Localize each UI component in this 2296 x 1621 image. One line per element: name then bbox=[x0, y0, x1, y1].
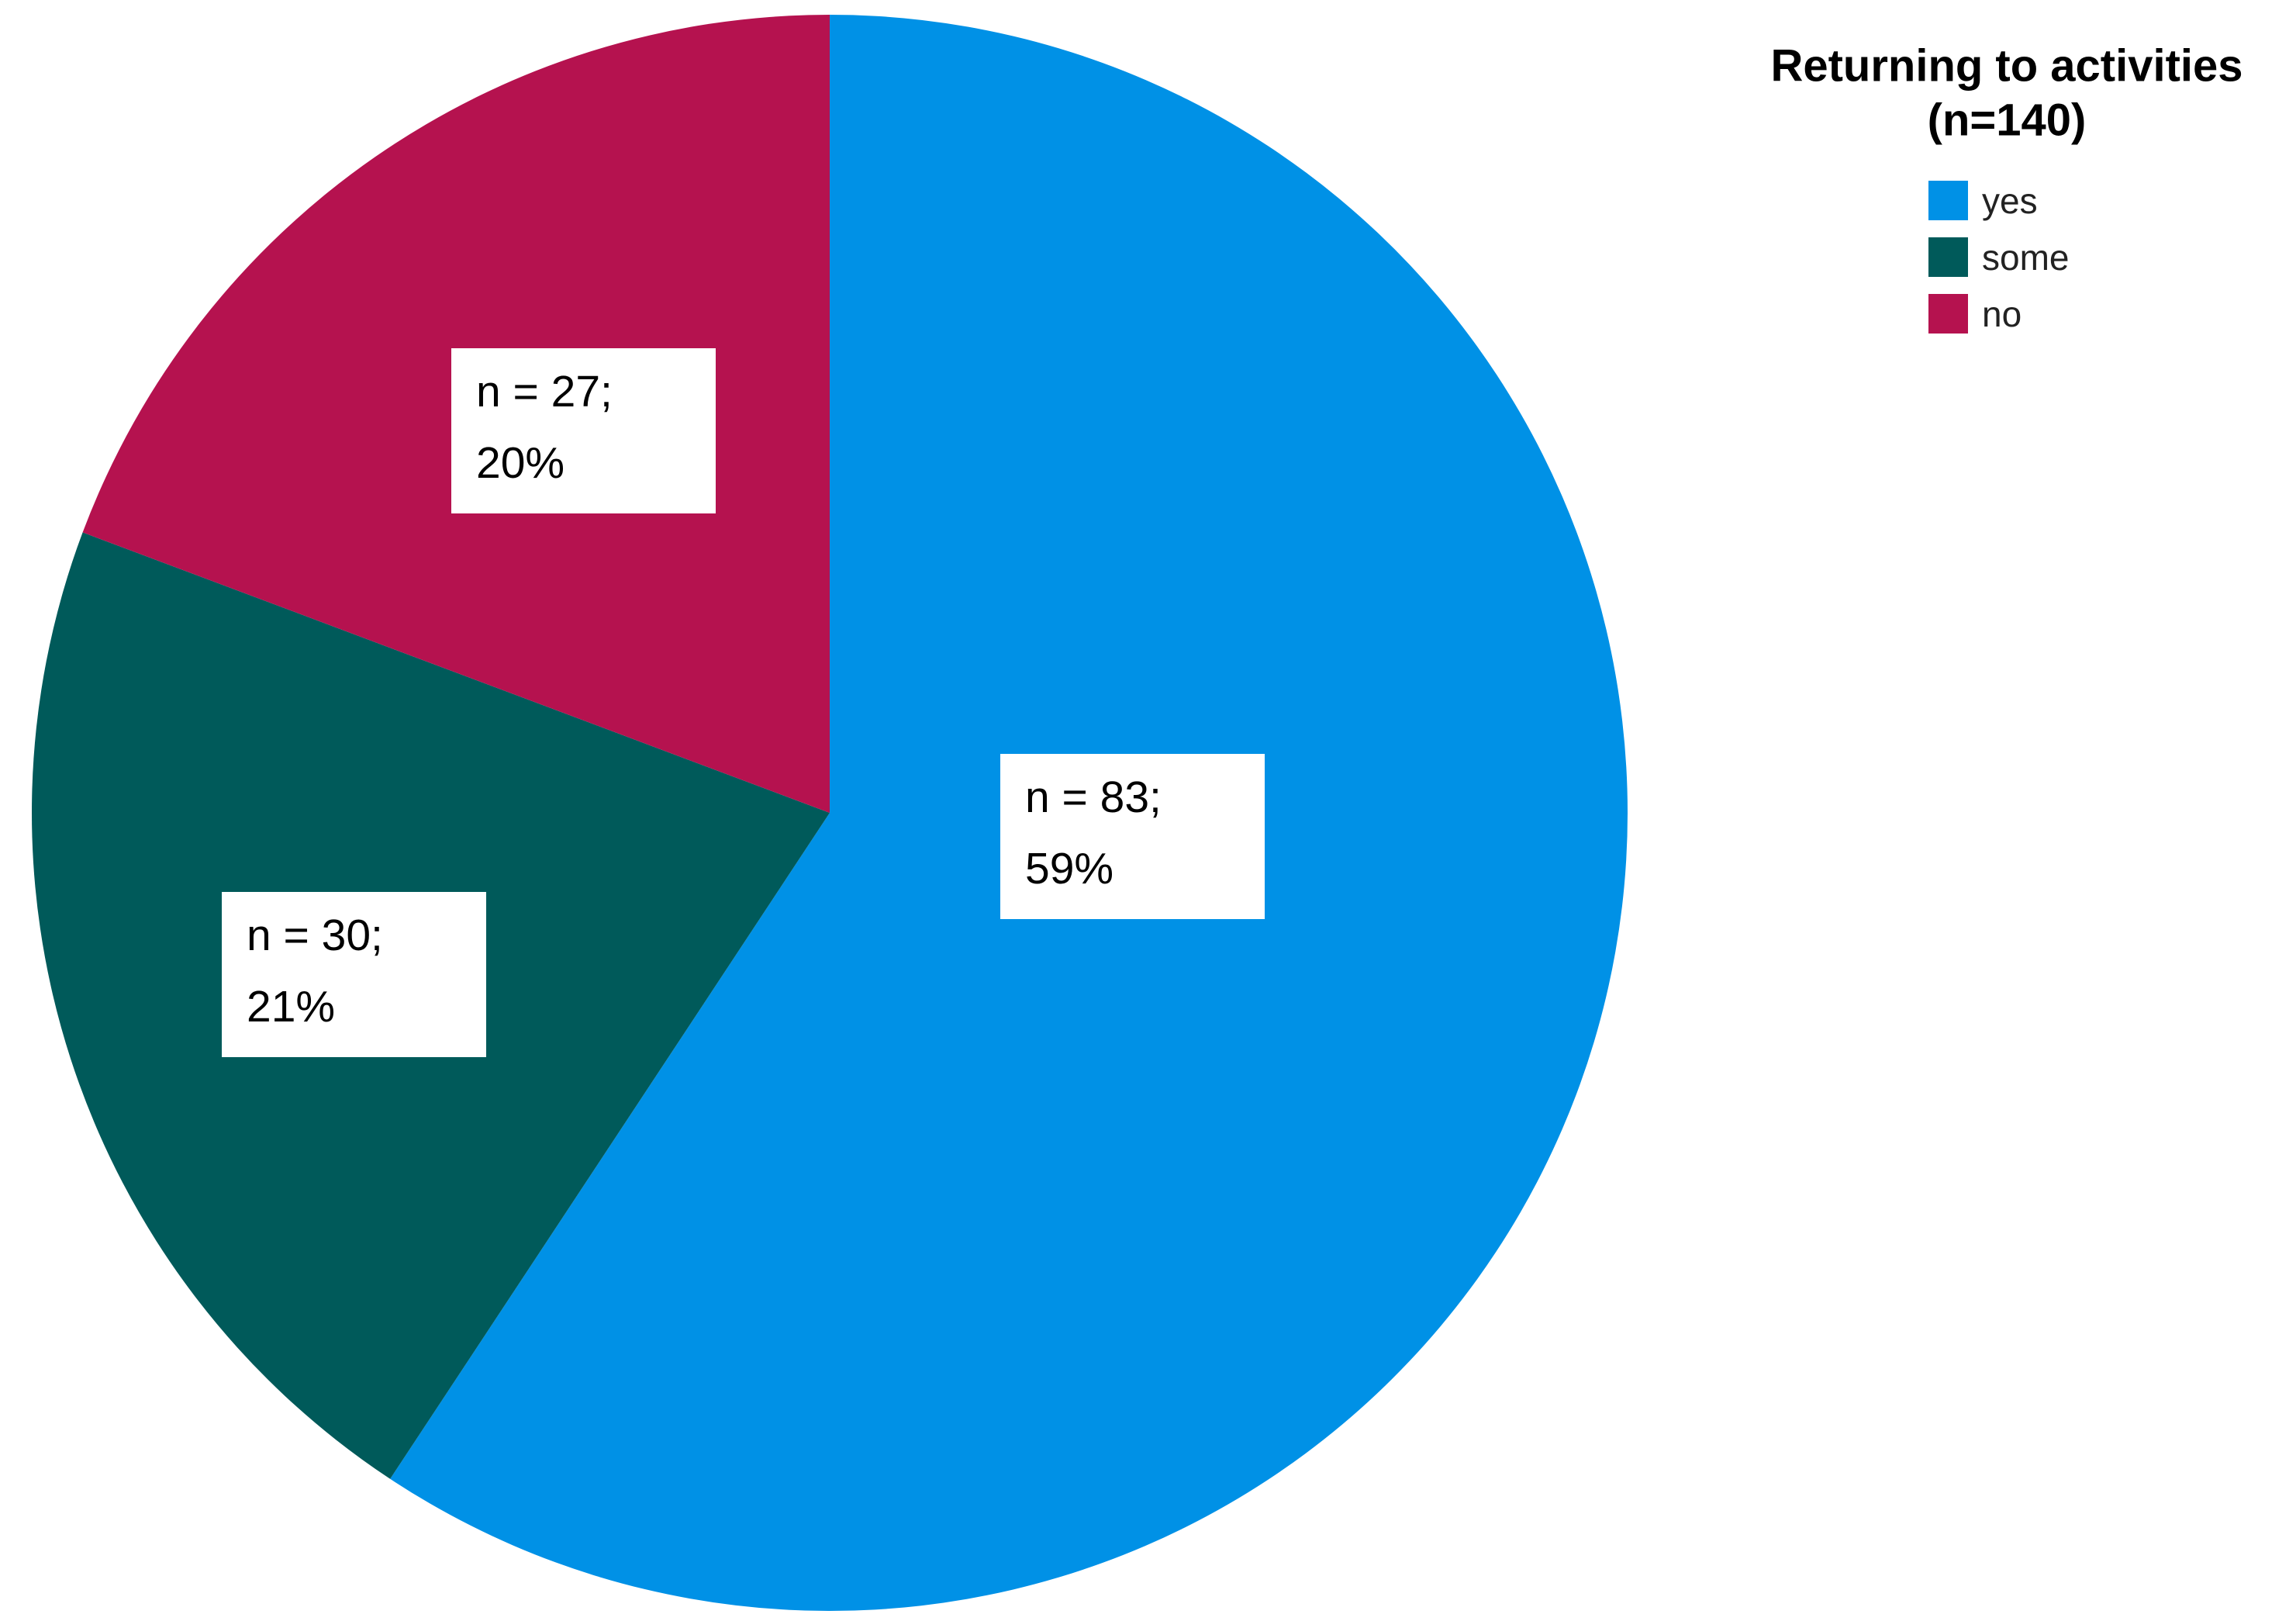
label-box bbox=[222, 892, 486, 1057]
legend-swatch bbox=[1928, 294, 1968, 334]
data-label: 59% bbox=[1025, 844, 1113, 893]
legend-title: (n=140) bbox=[1928, 95, 2087, 145]
legend-label: yes bbox=[1982, 181, 2038, 221]
legend-title: Returning to activities bbox=[1770, 40, 2242, 91]
legend-swatch bbox=[1928, 237, 1968, 277]
data-label: n = 27; bbox=[476, 367, 613, 416]
data-label: 21% bbox=[247, 982, 335, 1032]
data-label: n = 83; bbox=[1025, 772, 1162, 822]
legend-swatch bbox=[1928, 181, 1968, 220]
legend-label: some bbox=[1982, 237, 2069, 278]
data-label: 20% bbox=[476, 438, 565, 488]
label-box bbox=[451, 348, 716, 513]
legend-label: no bbox=[1982, 294, 2022, 334]
label-box bbox=[1000, 754, 1265, 919]
data-label: n = 30; bbox=[247, 911, 383, 960]
